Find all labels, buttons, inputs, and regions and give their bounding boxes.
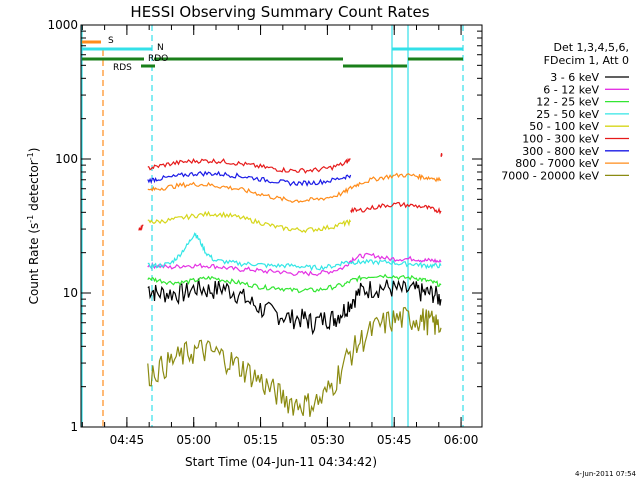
y-tick-label: 1: [70, 420, 78, 434]
legend-label-1: 6 - 12 keV: [543, 83, 599, 96]
series-line-6: [147, 170, 352, 187]
legend-label-4: 50 - 100 keV: [529, 120, 599, 133]
y-label-part-1: Count Rate (s: [27, 223, 41, 305]
series-line-4: [147, 210, 352, 234]
legend-label-5: 100 - 300 keV: [522, 133, 599, 146]
x-tick-label: 05:00: [176, 433, 211, 447]
series-line-8: [147, 306, 442, 417]
series-segment-0: [350, 201, 442, 215]
legend-label-3: 25 - 50 keV: [536, 108, 599, 121]
axis-ticks: 1 10 100 1000 04:45 05:00 05:15 05:30 05:45 06:00: [47, 18, 482, 447]
legend-label-7: 800 - 7000 keV: [515, 157, 599, 170]
y-label-exp-2: -1: [26, 152, 35, 160]
y-tick-label: 100: [55, 152, 78, 166]
legend-label-2: 12 - 25 keV: [536, 96, 599, 109]
series-line-2: [147, 273, 442, 294]
series-line-3: [147, 231, 442, 272]
series-line-7: [147, 172, 442, 204]
y-label-exp-1: -1: [26, 215, 35, 223]
flag-label-rds: RDS: [113, 63, 132, 73]
series-line-1: [147, 252, 442, 277]
x-tick-label: 06:00: [444, 433, 479, 447]
chart-title: HESSI Observing Summary Count Rates: [130, 3, 429, 21]
plot-frame: [80, 24, 483, 428]
legend-label-8: 7000 - 20000 keV: [501, 169, 599, 182]
legend-header-line-2: FDecim 1, Att 0: [544, 54, 629, 67]
y-axis-label: Count Rate (s-1 detector-1): [26, 148, 41, 305]
legend-label-0: 3 - 6 keV: [550, 71, 599, 84]
series-segment-2: [138, 224, 144, 231]
x-tick-label: 05:45: [377, 433, 412, 447]
series-line-0: [147, 278, 442, 336]
series-line-5: [147, 157, 351, 174]
flag-label-rdo: RDO: [148, 54, 168, 64]
y-tick-label: 1000: [47, 18, 78, 32]
x-tick-label: 05:15: [243, 433, 278, 447]
y-label-part-2: detector: [27, 160, 41, 215]
flag-label-n: N: [157, 43, 164, 53]
flag-label-s: S: [108, 36, 114, 46]
legend: Det 1,3,4,5,6, FDecim 1, Att 0 3 - 6 keV…: [501, 41, 629, 182]
legend-label-6: 300 - 800 keV: [522, 145, 599, 158]
series-segment-1: [440, 152, 443, 157]
footer-timestamp: 4-Jun-2011 07:54: [575, 470, 637, 478]
x-axis-label: Start Time (04-Jun-11 04:34:42): [185, 455, 377, 469]
legend-header-line-1: Det 1,3,4,5,6,: [553, 41, 629, 54]
y-label-part-3: ): [27, 148, 41, 153]
x-tick-label: 04:45: [110, 433, 145, 447]
y-tick-label: 10: [63, 286, 78, 300]
x-tick-label: 05:30: [310, 433, 345, 447]
